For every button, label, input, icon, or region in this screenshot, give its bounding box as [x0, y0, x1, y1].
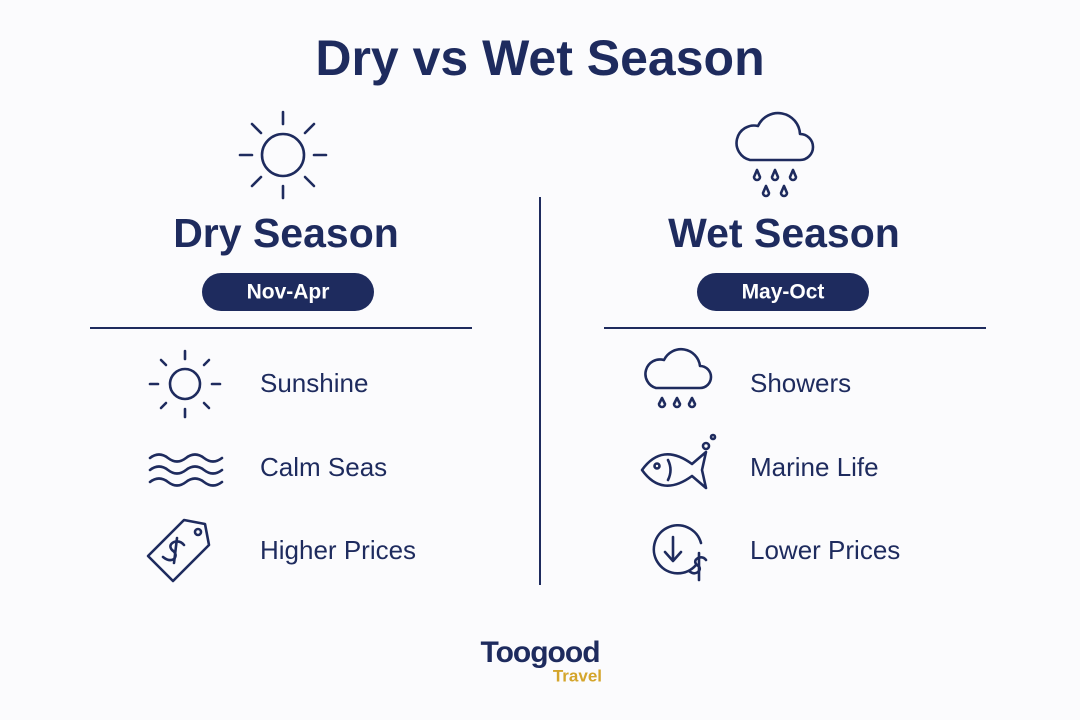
column-heading: Dry Season: [173, 210, 399, 256]
column-heading: Wet Season: [668, 210, 900, 256]
feature-label: Higher Prices: [260, 535, 416, 565]
feature-label: Lower Prices: [750, 535, 900, 565]
rain-cloud-icon-large: [735, 111, 815, 198]
months-label: May-Oct: [742, 281, 825, 304]
feature-label: Marine Life: [750, 452, 879, 482]
lower-price-icon: [652, 524, 708, 582]
feature-label: Showers: [750, 368, 851, 398]
months-pill: [202, 273, 374, 311]
fish-icon: [640, 433, 717, 490]
logo-brand: Toogood: [480, 636, 599, 669]
months-pill: [697, 273, 869, 311]
feature-label: Calm Seas: [260, 452, 387, 482]
months-label: Nov-Apr: [247, 281, 330, 304]
waves-icon: [148, 453, 224, 487]
price-tag-icon: [146, 518, 211, 583]
rain-cloud-icon: [644, 347, 713, 409]
title: Dry vs Wet Season: [315, 30, 764, 86]
feature-label: Sunshine: [260, 368, 368, 398]
sun-icon: [148, 349, 222, 419]
sun-icon-large: [238, 110, 328, 200]
logo-sub: Travel: [553, 666, 602, 685]
